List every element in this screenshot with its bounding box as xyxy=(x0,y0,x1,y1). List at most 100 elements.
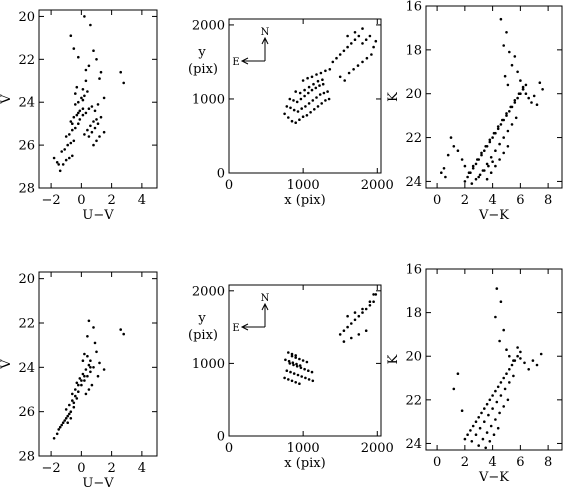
data-point xyxy=(89,23,92,27)
data-point xyxy=(352,68,355,71)
x-axis-label: U−V xyxy=(82,208,114,223)
data-point xyxy=(315,73,318,76)
data-point xyxy=(287,378,290,381)
data-point xyxy=(86,354,89,358)
data-point xyxy=(357,314,361,318)
data-point xyxy=(350,336,353,340)
y-tick-label: 16 xyxy=(405,263,422,278)
data-point xyxy=(478,426,482,430)
plot-frame xyxy=(425,268,563,451)
data-point xyxy=(69,417,73,420)
data-point xyxy=(71,128,74,132)
x-tick-label: 0 xyxy=(433,455,441,470)
data-point xyxy=(307,85,311,89)
plot-frame xyxy=(38,9,158,189)
data-point xyxy=(467,171,471,174)
data-point xyxy=(318,84,321,87)
data-point xyxy=(87,319,91,323)
data-point xyxy=(508,368,511,371)
data-point xyxy=(495,400,499,404)
data-point xyxy=(283,376,286,380)
data-point xyxy=(87,388,91,391)
data-point xyxy=(78,377,82,380)
y-tick-label: 24 xyxy=(18,361,35,376)
data-point xyxy=(288,97,292,101)
x-tick-label: 2000 xyxy=(361,178,394,193)
y-tick-label: 18 xyxy=(405,306,422,321)
data-point xyxy=(310,75,314,79)
data-point xyxy=(307,378,311,381)
data-point xyxy=(471,164,475,168)
data-point xyxy=(304,376,307,380)
data-point xyxy=(535,363,539,367)
data-point xyxy=(52,156,56,160)
plot-frame xyxy=(228,18,382,174)
data-point xyxy=(483,420,486,424)
y-tick-label: 20 xyxy=(405,87,422,102)
data-point xyxy=(346,45,349,49)
data-point xyxy=(119,70,122,74)
data-point xyxy=(496,127,500,131)
data-point xyxy=(72,115,76,119)
data-point xyxy=(290,352,294,356)
data-point xyxy=(68,156,71,160)
x-tick-label: 0 xyxy=(77,193,85,208)
data-point xyxy=(495,287,499,290)
x-tick-label: 2 xyxy=(107,461,115,476)
data-point xyxy=(361,42,364,45)
data-point xyxy=(487,164,490,168)
data-point xyxy=(292,363,295,367)
data-point xyxy=(524,92,528,95)
data-point xyxy=(498,339,501,343)
x-tick-label: 4 xyxy=(138,193,146,208)
data-point xyxy=(513,55,517,58)
data-point xyxy=(489,171,493,174)
data-point xyxy=(460,409,464,413)
data-point xyxy=(516,96,519,100)
data-point xyxy=(294,354,298,357)
plot-frame xyxy=(425,5,563,189)
data-point xyxy=(516,354,519,358)
data-point xyxy=(489,424,493,428)
y-tick-label: 18 xyxy=(405,43,422,58)
x-tick-label: 0 xyxy=(225,178,233,193)
data-point xyxy=(307,369,310,373)
data-point xyxy=(474,420,478,424)
data-point xyxy=(539,352,543,356)
data-point xyxy=(289,370,292,374)
compass-north-arrowhead xyxy=(261,302,269,311)
data-point xyxy=(292,372,296,375)
data-point xyxy=(488,140,492,144)
data-point xyxy=(356,64,360,67)
data-point xyxy=(303,94,306,98)
data-point xyxy=(496,125,500,128)
data-point xyxy=(492,433,496,437)
x-tick-label: 8 xyxy=(544,193,552,208)
data-point xyxy=(485,162,489,166)
data-point xyxy=(452,387,456,391)
data-point xyxy=(86,335,89,338)
data-point xyxy=(92,326,95,329)
y-axis-label: K xyxy=(386,354,401,364)
data-point xyxy=(474,162,478,166)
data-point xyxy=(494,315,497,319)
data-point xyxy=(58,425,62,429)
data-point xyxy=(456,149,460,152)
x-tick-label: 2000 xyxy=(361,441,394,456)
data-point xyxy=(517,92,521,95)
data-point xyxy=(294,121,298,124)
data-point xyxy=(300,107,304,110)
data-point xyxy=(476,158,479,161)
data-point xyxy=(480,411,483,415)
data-point xyxy=(494,389,497,393)
data-point xyxy=(89,124,92,128)
data-point xyxy=(305,360,309,364)
data-point xyxy=(86,128,89,132)
data-point xyxy=(72,139,76,143)
data-point xyxy=(491,394,494,397)
data-point xyxy=(494,149,497,152)
data-point xyxy=(502,328,506,332)
data-point xyxy=(61,163,65,166)
data-point xyxy=(353,318,357,322)
